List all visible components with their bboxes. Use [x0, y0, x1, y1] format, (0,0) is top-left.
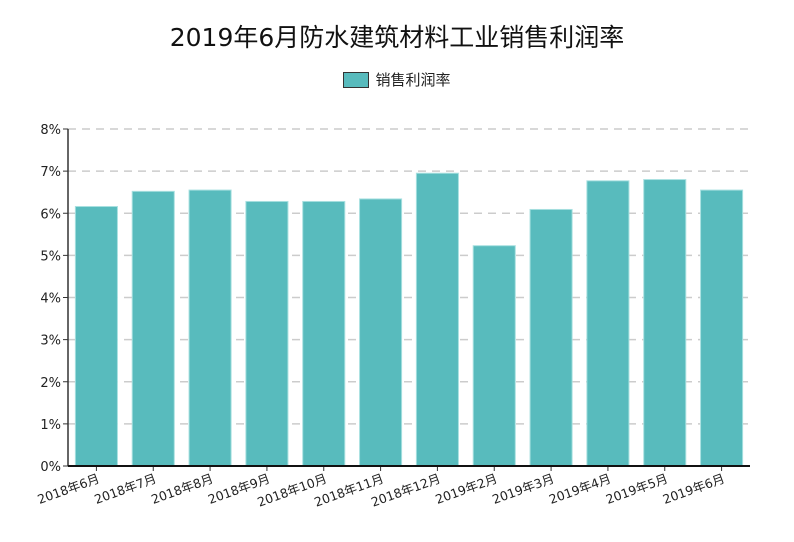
y-tick-label: 3%: [40, 334, 61, 349]
x-tick-label: 2019年5月: [604, 471, 670, 507]
bar: [415, 172, 459, 467]
y-tick-label: 0%: [40, 460, 61, 475]
bar: [245, 200, 289, 467]
y-tick-label: 8%: [40, 123, 61, 138]
bar: [643, 179, 687, 467]
bar: [188, 189, 232, 467]
y-tick-label: 1%: [40, 418, 61, 433]
y-tick-label: 6%: [40, 207, 61, 222]
y-tick-label: 5%: [40, 249, 61, 264]
bar: [359, 198, 403, 467]
x-tick-label: 2018年8月: [149, 471, 215, 507]
legend-swatch: [343, 71, 370, 88]
bar: [529, 208, 573, 467]
legend: 销售利润率: [0, 69, 794, 90]
x-tick-label: 2019年3月: [490, 471, 556, 507]
bar: [472, 245, 516, 467]
bar: [586, 180, 630, 467]
y-tick-label: 2%: [40, 376, 61, 391]
bar: [700, 189, 744, 467]
x-tick-label: 2019年2月: [433, 471, 499, 507]
x-tick-label: 2019年4月: [547, 471, 613, 507]
y-tick-label: 4%: [40, 292, 61, 307]
y-tick-label: 7%: [40, 165, 61, 180]
chart-title: 2019年6月防水建筑材料工业销售利润率: [169, 23, 625, 52]
bar: [302, 200, 346, 467]
x-tick-label: 2018年7月: [92, 471, 158, 507]
x-tick-label: 2018年6月: [35, 471, 101, 507]
legend-label: 销售利润率: [375, 71, 451, 89]
bar: [131, 190, 175, 467]
x-tick-label: 2019年6月: [661, 471, 727, 507]
bar: [74, 206, 118, 467]
